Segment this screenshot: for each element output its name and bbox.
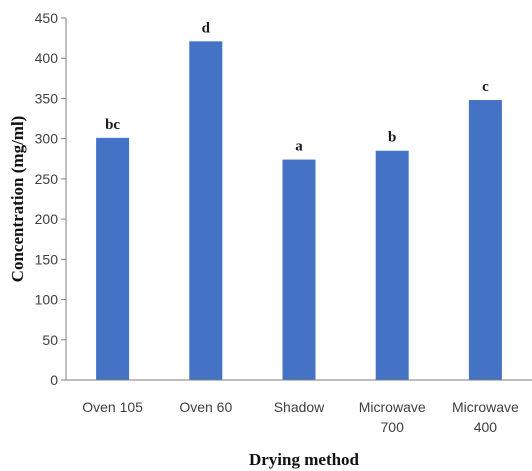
x-axis: Oven 105 Oven 60 Shadow Microwave 700 Microwa… — [66, 379, 532, 435]
y-tick-label: 400 — [35, 50, 59, 66]
y-tick-label: 450 — [35, 10, 59, 26]
bar — [375, 150, 409, 380]
bar — [189, 41, 223, 380]
y-tick-label: 0 — [50, 372, 58, 388]
bar-significance-label: c — [482, 79, 489, 95]
y-tick-label: 100 — [35, 292, 59, 308]
bar-significance-label: d — [202, 20, 211, 36]
x-tick-label: Microwave 700 — [359, 399, 426, 435]
y-tick-label: 200 — [35, 211, 59, 227]
x-tick-label: Oven 105 — [82, 399, 143, 415]
y-tick-label: 300 — [35, 131, 59, 147]
bar — [282, 159, 316, 380]
y-tick-label: 150 — [35, 251, 59, 267]
y-tick-label: 250 — [35, 171, 59, 187]
bar — [96, 137, 130, 380]
x-tick-label: Microwave 400 — [452, 399, 519, 435]
y-tick-label: 350 — [35, 90, 59, 106]
bar-significance-label: b — [388, 130, 396, 146]
y-axis-title: Concentration (mg/ml) — [8, 116, 27, 283]
y-axis: 0 50 100 150 200 250 300 350 400 450 — [35, 10, 67, 388]
x-tick-label: Shadow — [274, 399, 325, 415]
bar-significance-label: a — [295, 139, 303, 155]
x-tick-label: Oven 60 — [179, 399, 232, 415]
x-axis-title: Drying method — [249, 450, 360, 469]
bar-significance-label: bc — [105, 117, 120, 133]
y-tick-label: 50 — [42, 332, 58, 348]
bar — [468, 100, 502, 380]
